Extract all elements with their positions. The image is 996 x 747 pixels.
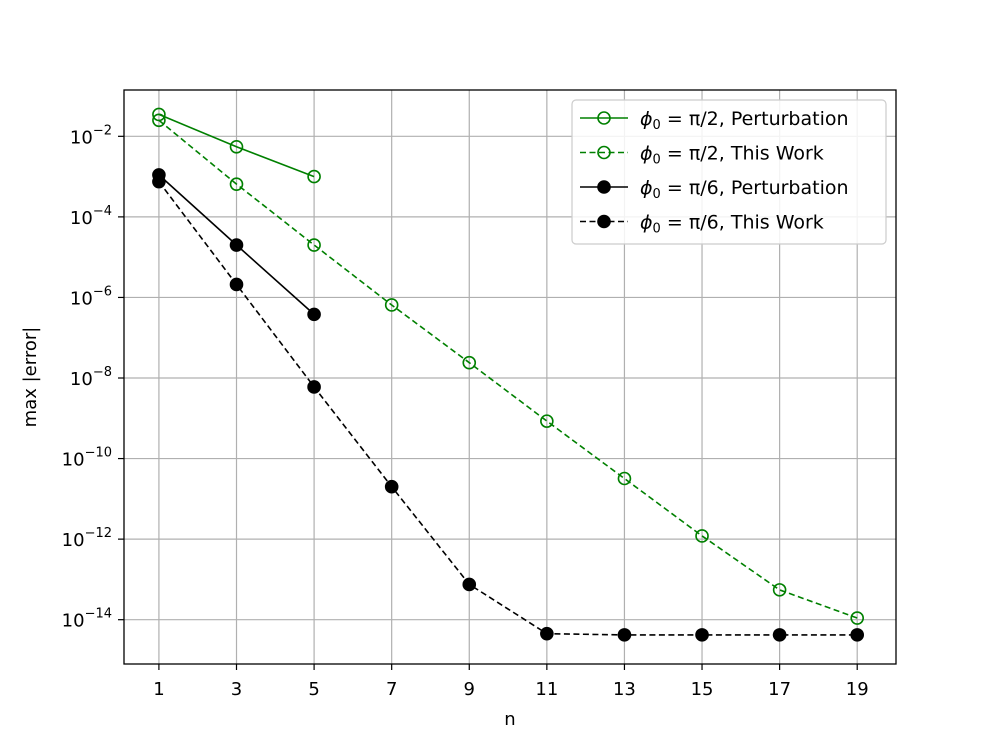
data-point [229,277,244,292]
x-axis-title: n [504,709,515,730]
legend-rest: = π/2, Perturbation [661,108,849,130]
data-point [307,238,321,252]
legend-entry: ϕ0 = π/6, This Work [580,212,824,237]
y-tick-base: 10 [70,208,93,229]
legend-label: ϕ0 = π/2, This Work [640,143,824,168]
legend-marker [597,145,611,160]
legend-phi: ϕ [640,143,653,165]
legend-rest: = π/6, This Work [661,212,824,234]
data-point [307,307,321,322]
data-point [850,611,865,625]
legend-phi: ϕ [640,108,653,130]
legend-box [571,99,887,245]
legend-subscript: 0 [653,153,661,168]
legend-subscript: 0 [653,222,661,237]
x-tick-label: 3 [231,679,242,700]
data-point [617,471,632,486]
y-tick-label: 10−8 [70,365,112,390]
x-tick-label: 19 [846,679,869,700]
y-tick-label: 10−6 [70,284,112,309]
legend-rest: = π/6, Perturbation [661,177,849,199]
series-line [158,181,858,636]
y-axis-title: max |error| [20,327,41,428]
data-point [229,177,244,191]
legend-subscript: 0 [653,187,661,202]
plot-frame [123,89,897,665]
data-point [462,355,477,370]
data-point [617,628,632,642]
legend-marker [597,111,611,125]
x-tick-label: 11 [535,679,558,700]
series-2 [152,113,865,625]
y-tick-exponent: −6 [93,284,112,299]
legend-rest: = π/2, This Work [661,143,824,165]
x-tick-label: 5 [308,679,319,700]
data-point [384,479,399,494]
legend-label: ϕ0 = π/6, Perturbation [640,177,849,202]
data-point [307,380,321,394]
y-tick-label: 10−14 [62,607,112,632]
data-point [152,113,166,128]
series-1 [152,107,321,184]
y-tick-base: 10 [70,369,93,390]
legend-entry: ϕ0 = π/2, This Work [580,143,824,168]
legend-marker [597,214,611,229]
series-layer [152,107,865,642]
y-tick-label: 10−4 [70,204,112,229]
x-tick-label: 7 [386,679,397,700]
series-line [158,119,858,619]
data-point [540,626,554,641]
y-tick-base: 10 [70,288,93,309]
data-point [229,238,244,252]
data-point [307,169,321,184]
data-point [695,529,709,543]
y-tick-base: 10 [62,450,85,471]
data-point [384,298,399,312]
data-point [850,628,865,642]
y-tick-exponent: −2 [93,123,112,138]
x-tick-label: 9 [464,679,475,700]
data-point [462,577,477,592]
y-tick-exponent: −12 [85,526,112,541]
legend-phi: ϕ [640,177,653,199]
x-tick-label: 13 [613,679,636,700]
y-tick-exponent: −4 [93,204,112,219]
data-point [229,139,244,154]
legend-entry: ϕ0 = π/2, Perturbation [580,108,849,133]
data-point [540,414,554,428]
legend-subscript: 0 [653,118,661,133]
x-tick-label: 1 [153,679,164,700]
legend-entry: ϕ0 = π/6, Perturbation [580,177,849,202]
y-tick-base: 10 [62,530,85,551]
legend-label: ϕ0 = π/2, Perturbation [640,108,849,133]
legend-phi: ϕ [640,212,653,234]
data-point [695,628,709,642]
y-tick-exponent: −8 [93,365,112,380]
series-line [158,113,315,178]
y-tick-label: 10−10 [62,446,112,471]
data-point [152,174,166,189]
y-tick-label: 10−12 [62,526,112,551]
y-tick-exponent: −14 [85,607,112,622]
y-tick-exponent: −10 [85,446,112,461]
x-axis: 1 3 5 7 9 11 13 15 17 19 [153,664,869,700]
x-tick-label: 17 [768,679,791,700]
y-tick-base: 10 [70,127,93,148]
legend-marker [597,180,611,194]
y-tick-label: 10−2 [70,123,112,148]
data-point [772,628,787,642]
legend-label: ϕ0 = π/6, This Work [640,212,824,237]
x-tick-label: 15 [691,679,714,700]
series-4 [152,174,865,642]
data-point [772,583,787,597]
y-tick-base: 10 [62,611,85,632]
